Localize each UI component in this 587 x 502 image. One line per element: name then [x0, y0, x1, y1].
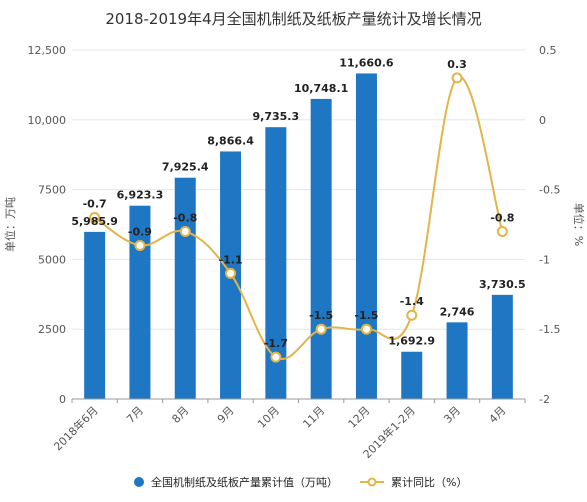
line-data-label: -1.7 [264, 337, 288, 350]
x-tick-label: 8月 [169, 404, 191, 426]
x-tick-label: 4月 [487, 404, 509, 426]
y-tick-label: 5000 [38, 253, 66, 266]
bar-data-label: 7,925.4 [162, 161, 209, 174]
y-axis-title: 单位：万吨 [3, 197, 17, 252]
line-data-label: -1.1 [219, 253, 243, 266]
bar-data-label: 1,692.9 [388, 335, 435, 348]
line-point [89, 212, 101, 224]
line-point [451, 72, 463, 84]
line-data-label: -0.8 [173, 211, 197, 224]
line-point [496, 225, 508, 237]
bar-data-label: 10,748.1 [294, 82, 348, 95]
y2-tick-label: -1 [539, 253, 550, 266]
x-tick-label: 2018年6月 [51, 403, 101, 453]
x-tick-label: 12月 [346, 404, 373, 431]
y2-tick-label: -0.5 [539, 184, 560, 197]
y2-axis-title: 单位：% [572, 203, 586, 246]
line-data-label: -1.4 [400, 295, 424, 308]
legend-line-point [367, 477, 377, 487]
line-data-label: -1.5 [309, 309, 333, 322]
legend-bar-label: 全国机制纸及纸板产量累计值（万吨） [151, 475, 338, 489]
legend-line-label: 累计同比（%） [391, 476, 467, 489]
x-tick-label: 11月 [300, 404, 327, 431]
bar-data-label: 3,730.5 [479, 278, 526, 291]
bar [491, 294, 513, 399]
y-tick-label: 10,000 [28, 114, 67, 127]
line-data-label: -0.7 [83, 198, 107, 211]
bar-data-label: 11,660.6 [339, 56, 394, 69]
bar-data-label: 9,735.3 [253, 110, 300, 123]
bar [129, 205, 151, 399]
line-point [134, 239, 146, 251]
y-tick-label: 12,500 [28, 44, 67, 57]
line-point [179, 225, 191, 237]
line-data-label: -1.5 [354, 309, 378, 322]
bar-data-label: 2,746 [440, 305, 475, 318]
line-point [270, 351, 282, 363]
legend-bar-marker [134, 477, 144, 487]
line-point [360, 323, 372, 335]
line-data-label: 0.3 [447, 58, 467, 71]
line-point [406, 309, 418, 321]
x-tick-label: 3月 [441, 404, 463, 426]
x-tick-label: 9月 [215, 404, 237, 426]
y2-tick-label: -2 [539, 393, 550, 406]
y2-tick-label: 0 [539, 114, 546, 127]
line-point [315, 323, 327, 335]
y2-tick-label: -1.5 [539, 323, 560, 336]
y2-tick-label: 0.5 [539, 44, 557, 57]
line-data-label: -0.8 [490, 211, 514, 224]
line-point [225, 267, 237, 279]
bar-data-label: 8,866.4 [207, 134, 254, 147]
x-tick-label: 10月 [255, 404, 282, 431]
y-tick-label: 2500 [38, 323, 66, 336]
chart-title: 2018-2019年4月全国机制纸及纸板产量统计及增长情况 [105, 10, 482, 28]
line-data-label: -0.9 [128, 225, 152, 238]
bar [401, 351, 423, 399]
bar [310, 98, 332, 399]
y-tick-label: 0 [59, 393, 66, 406]
bar [355, 73, 377, 400]
x-tick-label: 7月 [124, 404, 146, 426]
bar [446, 322, 468, 399]
bar-data-label: 6,923.3 [117, 189, 164, 202]
bar [84, 231, 106, 399]
bar [265, 127, 287, 399]
bar-data-label: 5,985.9 [71, 215, 118, 228]
y-tick-label: 7500 [38, 184, 66, 197]
